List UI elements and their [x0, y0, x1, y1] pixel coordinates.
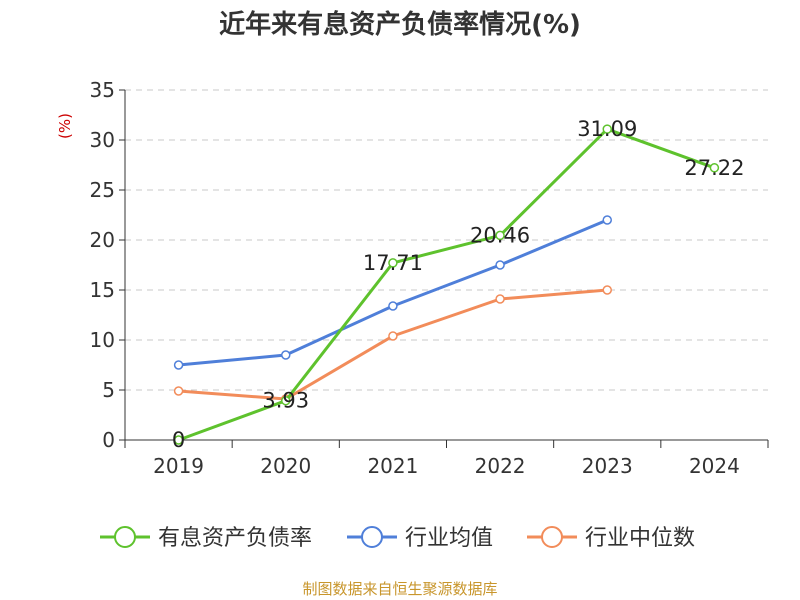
data-point [173, 386, 184, 396]
data-point [602, 124, 612, 134]
x-tick-label: 2020 [260, 454, 311, 478]
y-tick-label: 25 [90, 178, 115, 202]
data-point [495, 294, 505, 304]
data-point [173, 360, 184, 370]
data-label: 3.93 [262, 389, 309, 413]
y-tick-label: 5 [102, 378, 115, 402]
data-point [388, 258, 398, 268]
data-point [602, 285, 612, 295]
data-label: 20.46 [470, 223, 530, 247]
series-line [178, 127, 715, 442]
x-tick-label: 2024 [689, 454, 740, 478]
x-tick-label: 2022 [475, 454, 526, 478]
data-point [495, 260, 505, 270]
data-label: 17.71 [363, 251, 423, 275]
y-tick-label: 15 [90, 278, 115, 302]
x-tick-label: 2023 [582, 454, 633, 478]
legend-label: 有息资产负债率 [158, 526, 312, 551]
y-tick-label: 10 [90, 328, 115, 352]
data-point [281, 395, 291, 406]
legend-marker [114, 526, 136, 548]
y-axis-unit: (%) [56, 113, 74, 139]
series-line [178, 218, 608, 367]
data-label: 27.22 [684, 156, 744, 180]
axes: 0 5 10 15 20 25 30 35 (%) 2019 2020 2021 2022 2023 202… [56, 78, 769, 478]
chart-title: 近年来有息资产负债率情况(%) [219, 10, 581, 40]
data-point [173, 435, 184, 445]
data-labels: 0 3.93 17.71 20.46 31.09 27.22 [172, 117, 745, 452]
data-point [388, 331, 398, 341]
data-point [495, 230, 505, 241]
data-label: 0 [172, 428, 185, 452]
data-point [281, 350, 291, 360]
series-lines [173, 124, 720, 445]
legend: 有息资产负债率 行业均值 行业中位数 [100, 526, 695, 551]
data-source-note: 制图数据来自恒生聚源数据库 [302, 580, 498, 598]
y-tick-label: 35 [90, 78, 115, 102]
grid-lines [125, 89, 768, 391]
x-tick-label: 2021 [367, 454, 418, 478]
data-point [602, 215, 612, 225]
data-label: 31.09 [577, 117, 637, 141]
y-tick-label: 0 [102, 428, 115, 452]
legend-marker [361, 526, 383, 548]
y-tick-label: 30 [90, 128, 115, 152]
legend-label: 行业中位数 [585, 526, 695, 551]
data-point [388, 301, 398, 311]
legend-label: 行业均值 [405, 526, 493, 551]
data-point [709, 163, 720, 173]
x-tick-label: 2019 [153, 454, 204, 478]
y-tick-label: 20 [90, 228, 115, 252]
legend-marker [541, 526, 563, 548]
